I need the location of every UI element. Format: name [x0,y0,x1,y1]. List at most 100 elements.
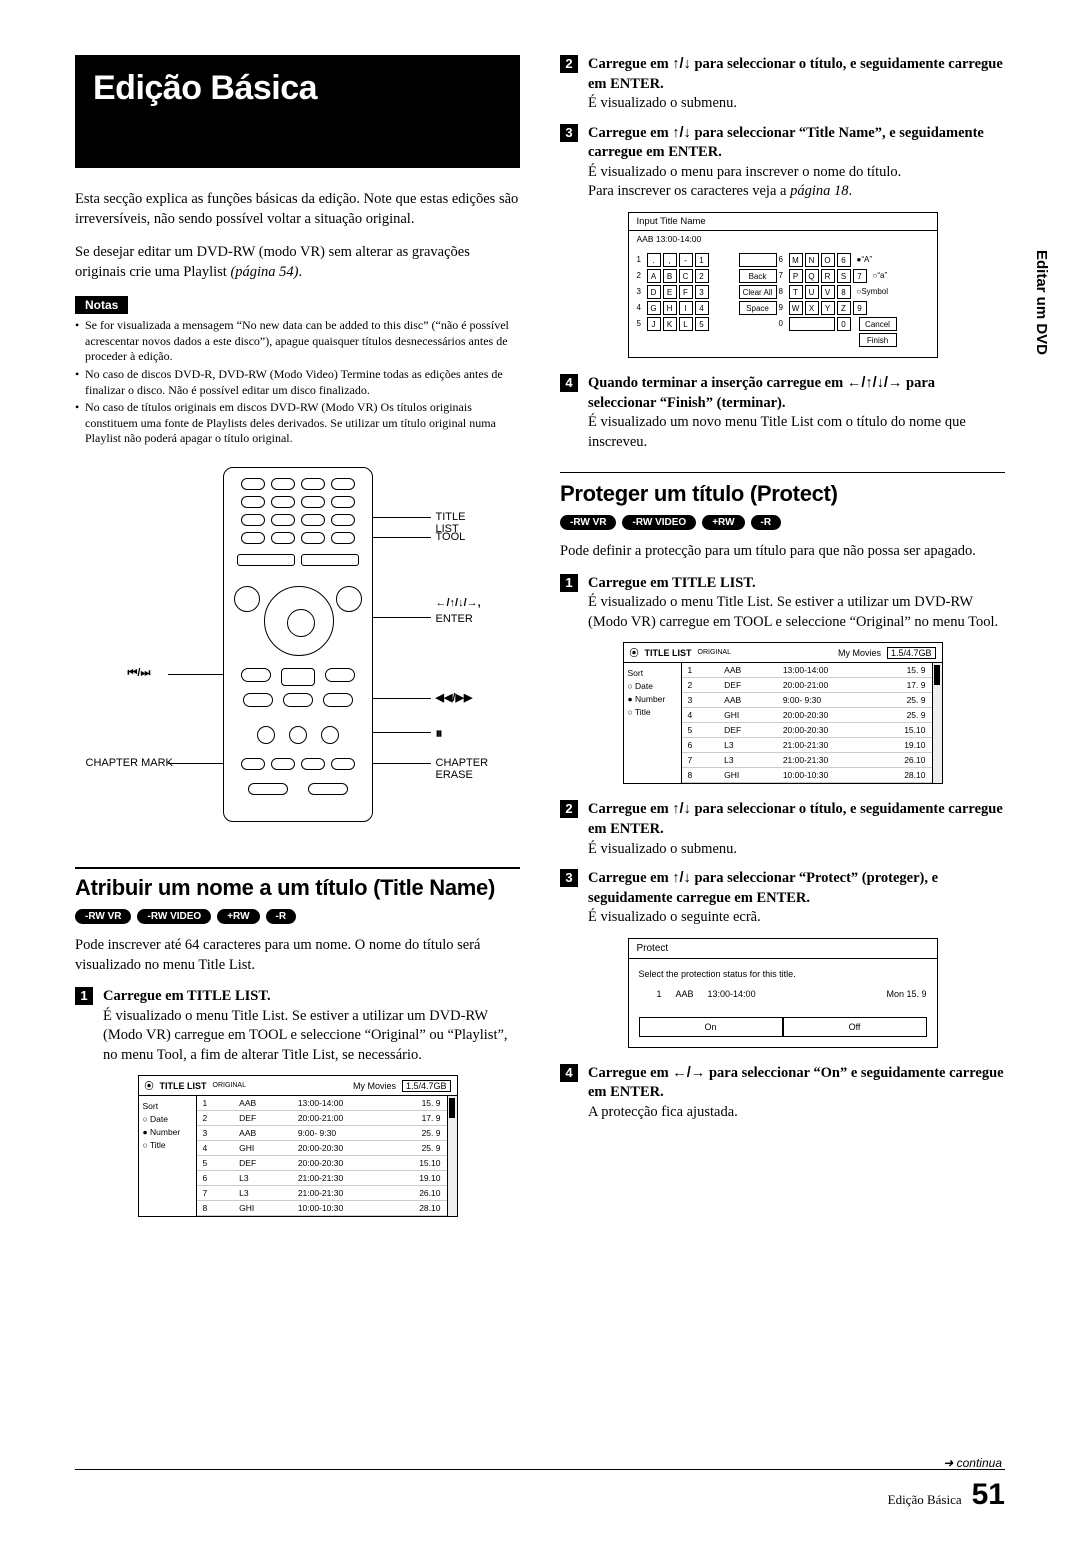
protect-intro: Pode definir a protecção para um título … [560,542,1005,562]
badge2-rwvideo: -RW VIDEO [622,515,696,530]
remote-label-enter: ENTER [436,613,473,625]
notas-label: Notas [75,296,128,314]
tl-header-size: 1.5/4.7GB [402,1080,451,1092]
updown-icon-4: ↑/↓ [672,870,691,886]
tl-sort-number: Number [150,1127,180,1137]
p-step3-body: É visualizado o seguinte ecrã. [588,908,1005,928]
r-s2-a: Carregue em [588,56,672,72]
p-s2-a: Carregue em [588,801,672,817]
p-step-num-2: 2 [560,800,578,818]
disc-badges-1: -RW VR -RW VIDEO +RW -R [75,909,520,924]
remote-label-fwd: ◀◀/▶▶ [436,691,473,704]
input-title-screen: Input Title Name AAB 13:00-14:00 1.,-1 2… [628,212,938,358]
titlename-intro: Pode inscrever até 64 caracteres para um… [75,936,520,975]
tl2-header-sub: ORIGINAL [698,649,731,656]
table-row: 1AAB13:00-14:0015. 9 [197,1096,447,1111]
table-row: 6L321:00-21:3019.10 [682,738,932,753]
table-row: 5DEF20:00-20:3015.10 [682,723,932,738]
in-header: Input Title Name [629,213,937,231]
r-step4-head: Quando terminar a inserção carregue em ←… [588,374,1005,413]
tl2-sort-label: Sort [628,667,677,680]
table-row: 7L321:00-21:3026.10 [682,753,932,768]
disc-badges-2: -RW VR -RW VIDEO +RW -R [560,515,1005,530]
pr-off: Off [783,1017,927,1037]
kb-sym: Symbol [861,287,888,296]
step-num-1: 1 [75,987,93,1005]
remote-label-prevnext: ⏮/⏭ [128,667,151,680]
remote-label-cherase: CHAPTER ERASE [436,757,489,781]
badge-plusrw: +RW [217,909,259,924]
p-step1-body: É visualizado o menu Title List. Se esti… [588,593,1005,632]
tl-sort-date: Date [150,1114,168,1124]
kb-clear: Clear All [739,285,777,299]
nota-3: No caso de títulos originais em discos D… [75,400,520,447]
r-s4-a: Quando terminar a inserção carregue em [588,375,847,391]
intro-p2b: (página 54) [230,264,298,280]
kb-space: Space [739,301,777,315]
kb-A: “A” [861,255,872,264]
p-step4-body: A protecção fica ajustada. [588,1103,1005,1123]
tl-sort-title: Title [150,1140,166,1150]
step1-head: Carregue em TITLE LIST. [103,987,520,1007]
tl2-header-name: My Movies [838,648,881,658]
tl2-header-title: TITLE LIST [645,648,692,658]
table-row: 3AAB9:00- 9:3025. 9 [682,693,932,708]
intro-text-2: Se desejar editar um DVD-RW (modo VR) se… [75,243,520,282]
table-row: 4GHI20:00-20:3025. 9 [197,1141,447,1156]
p-step3-head: Carregue em ↑/↓ para seleccionar “Protec… [588,869,1005,908]
kb-finish: Finish [859,333,897,347]
intro-text-1: Esta secção explica as funções básicas d… [75,190,520,229]
page-title: Edição Básica [75,55,520,168]
nota-1: Se for visualizada a mensagem “No new da… [75,318,520,365]
section-heading-protect: Proteger um título (Protect) [560,481,1005,507]
table-row: 5DEF20:00-20:3015.10 [197,1156,447,1171]
p-s3-a: Carregue em [588,870,672,886]
tl-rows-2: 1AAB13:00-14:0015. 92DEF20:00-21:0017. 9… [682,663,932,783]
badge2-rwvr: -RW VR [560,515,616,530]
tl-header-name: My Movies [353,1081,396,1091]
p-step2-body: É visualizado o submenu. [588,840,1005,860]
pr-row-s: Mon 15. 9 [886,989,926,999]
updown-icon-2: ↑/↓ [672,125,691,141]
r-step2-body: É visualizado o submenu. [588,94,1005,114]
side-tab: Editar um DVD [1033,250,1050,355]
badge2-minusr: -R [751,515,782,530]
r-step3-body-b: Para inscrever os caracteres veja a pági… [588,182,1005,202]
remote-label-tool: TOOL [436,531,466,543]
nota-2: No caso de discos DVD-R, DVD-RW (Modo Vi… [75,367,520,398]
pr-desc: Select the protection status for this ti… [639,969,927,979]
kb-cancel: Cancel [859,317,897,331]
table-row: 7L321:00-21:3026.10 [197,1186,447,1201]
updown-icon-3: ↑/↓ [672,801,691,817]
continua-label: ➜ continua [943,1456,1002,1470]
table-row: 3AAB9:00- 9:3025. 9 [197,1126,447,1141]
p-step-num-4: 4 [560,1064,578,1082]
intro-p2c: . [299,264,303,280]
r-step3-body-a: É visualizado o menu para inscrever o no… [588,163,1005,183]
tl2-sort-number: Number [635,694,665,704]
r-s3-bb: Para inscrever os caracteres veja a [588,183,790,199]
kb-a: “a” [877,271,887,280]
pr-on: On [639,1017,783,1037]
footer-label: Edição Básica [888,1492,962,1508]
r-step4-body: É visualizado um novo menu Title List co… [588,413,1005,452]
p-step4-head: Carregue em ←/→ para seleccionar “On” e … [588,1064,1005,1103]
tl-header-title: TITLE LIST [160,1081,207,1091]
table-row: 2DEF20:00-21:0017. 9 [682,678,932,693]
badge2-plusrw: +RW [702,515,744,530]
pr-row-d: 13:00-14:00 [708,989,756,999]
remote-diagram: TITLE LIST TOOL ←/↑/↓/→, ENTER ⏮/⏭ ◀◀/▶▶… [108,467,488,837]
kb-back: Back [739,269,777,283]
p-s4-a: Carregue em [588,1065,672,1081]
tl-sort-label: Sort [143,1100,192,1113]
in-sub: AAB 13:00-14:00 [629,231,937,247]
updown-icon: ↑/↓ [672,56,691,72]
table-row: 8GHI10:00-10:3028.10 [197,1201,447,1216]
tl2-sort-title: Title [635,707,651,717]
pr-header: Protect [629,939,937,959]
r-step3-head: Carregue em ↑/↓ para seleccionar “Title … [588,124,1005,163]
tl2-header-size: 1.5/4.7GB [887,647,936,659]
r-s3-a: Carregue em [588,125,672,141]
table-row: 6L321:00-21:3019.10 [197,1171,447,1186]
step1-body: É visualizado o menu Title List. Se esti… [103,1007,520,1066]
